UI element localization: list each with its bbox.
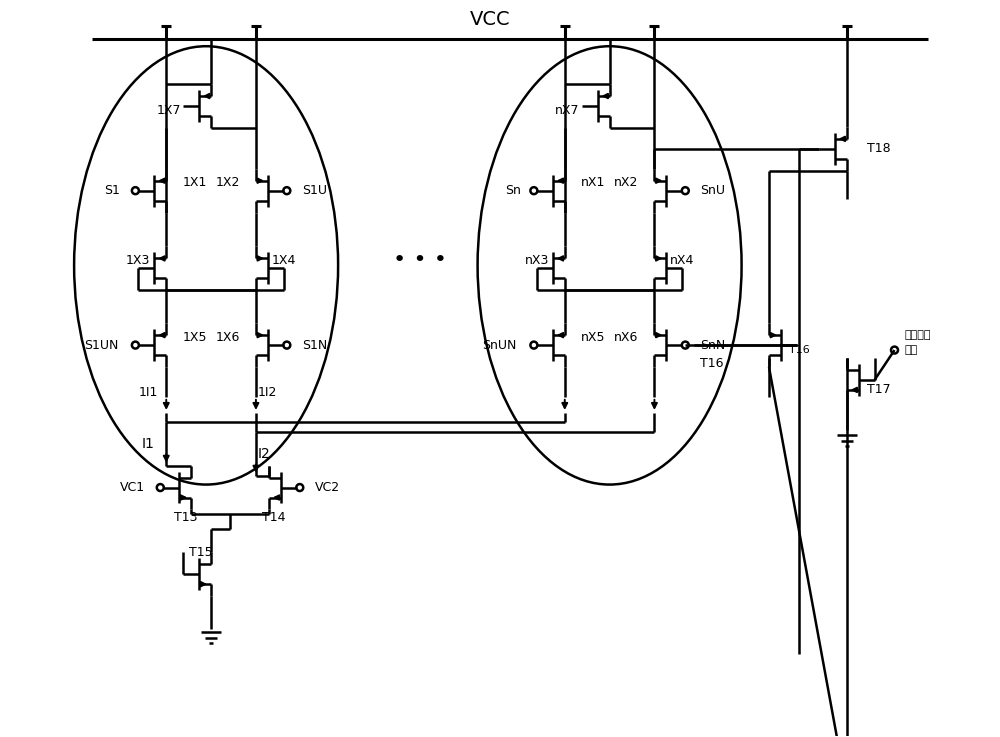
Text: VC2: VC2 [315, 481, 340, 494]
Text: nX1: nX1 [581, 176, 605, 189]
Text: 第一参考: 第一参考 [904, 330, 931, 340]
Text: • • •: • • • [393, 251, 447, 270]
Text: 1X5: 1X5 [182, 331, 207, 343]
Text: S1N: S1N [302, 338, 327, 352]
Text: VC1: VC1 [120, 481, 145, 494]
Text: S1U: S1U [302, 184, 327, 198]
Text: T16: T16 [700, 357, 724, 369]
Text: T13: T13 [174, 511, 198, 524]
Text: nX5: nX5 [581, 331, 605, 343]
Text: 1X1: 1X1 [182, 176, 207, 189]
Text: SnUN: SnUN [483, 338, 517, 352]
Text: I2: I2 [258, 447, 271, 461]
Text: T18: T18 [867, 142, 890, 156]
Text: 1X2: 1X2 [216, 176, 240, 189]
Text: S1: S1 [105, 184, 120, 198]
Text: 1I2: 1I2 [258, 386, 277, 399]
Text: 1X7: 1X7 [157, 105, 181, 117]
Text: T17: T17 [867, 383, 890, 397]
Text: nX2: nX2 [614, 176, 638, 189]
Text: Sn: Sn [505, 184, 521, 198]
Text: T15: T15 [189, 546, 213, 559]
Text: VCC: VCC [470, 10, 510, 29]
Text: nX3: nX3 [524, 254, 549, 267]
Text: 1X3: 1X3 [126, 254, 150, 267]
Text: SnN: SnN [700, 338, 725, 352]
Text: nX7: nX7 [555, 105, 580, 117]
Text: 1I1: 1I1 [139, 386, 158, 399]
Text: 1X4: 1X4 [272, 254, 296, 267]
Text: T16: T16 [789, 345, 810, 355]
Text: I1: I1 [141, 437, 154, 451]
Text: 1X6: 1X6 [216, 331, 240, 343]
Text: S1UN: S1UN [84, 338, 118, 352]
Text: SnU: SnU [700, 184, 725, 198]
Text: 电流: 电流 [904, 345, 918, 355]
Text: T14: T14 [262, 511, 286, 524]
Text: nX6: nX6 [614, 331, 638, 343]
Text: nX4: nX4 [670, 254, 695, 267]
